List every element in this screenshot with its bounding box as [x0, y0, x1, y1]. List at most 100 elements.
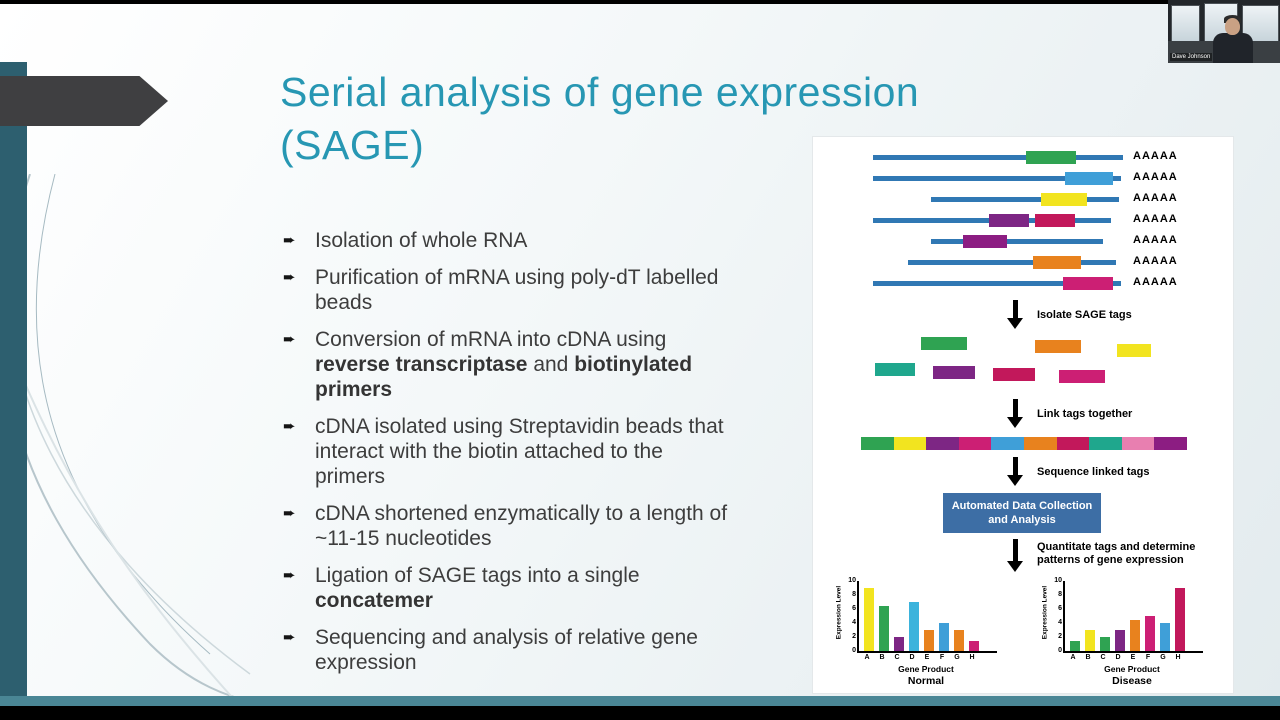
presenter-avatar: [1213, 33, 1253, 63]
category-label: C: [894, 654, 900, 661]
y-tick-label: 6: [852, 605, 856, 612]
chart-caption: Normal: [907, 675, 945, 687]
bar: [954, 630, 964, 651]
category-label: F: [939, 654, 945, 661]
x-axis-label: Gene Product: [1104, 664, 1160, 674]
bullet-item: ➨ Purification of mRNA using poly-dT labe…: [283, 265, 731, 315]
category-label: F: [1145, 654, 1151, 661]
poly-a-label: AAAAA: [1133, 150, 1178, 162]
mrna-line: [908, 260, 1116, 265]
bar: [969, 640, 979, 651]
bullet-item: ➨ cDNA isolated using Streptavidin beads …: [283, 414, 731, 489]
bars: [1065, 581, 1203, 651]
mrna-line: [873, 281, 1121, 286]
slide: Serial analysis of gene expression (SAGE…: [0, 4, 1280, 706]
concatemer-segment: [926, 437, 959, 450]
bullet-segment: cDNA shortened enzymatically to a length…: [315, 502, 728, 550]
category-label: B: [1085, 654, 1091, 661]
y-tick-label: 10: [1054, 577, 1062, 584]
bullet-text: Purification of mRNA using poly-dT label…: [315, 265, 731, 315]
sage-tag: [933, 366, 975, 379]
concatemer-segment: [1089, 437, 1122, 450]
category-label: E: [1130, 654, 1136, 661]
arrow-head: [1007, 561, 1023, 572]
bar: [1175, 588, 1185, 651]
bullet-arrow-icon: ➨: [283, 331, 296, 348]
bullet-item: ➨ Ligation of SAGE tags into a single con…: [283, 563, 731, 613]
analysis-box-line1: Automated Data Collection: [951, 499, 1093, 512]
arrow-shaft: [1012, 300, 1018, 318]
bullet-arrow-icon: ➨: [283, 232, 296, 249]
bullet-text: Sequencing and analysis of relative gene…: [315, 625, 731, 675]
category-label: D: [909, 654, 915, 661]
analysis-box-line2: and Analysis: [988, 514, 1056, 526]
sage-tag: [921, 337, 967, 350]
down-arrow-icon: [1007, 399, 1023, 428]
sage-tag: [1035, 214, 1075, 227]
corner-arrow-shape: [0, 76, 168, 126]
letterbox-bottom: [0, 706, 1280, 720]
webcam-overlay: Dave Johnson: [1168, 0, 1280, 63]
bullet-item: ➨ Conversion of mRNA into cDNA using reve…: [283, 327, 731, 402]
concatemer-segment: [1056, 437, 1090, 450]
down-arrow-icon: [1007, 300, 1023, 329]
concatemer-segment: [1121, 437, 1155, 450]
presenter-face: [1225, 18, 1240, 35]
bullet-segment: concatemer: [315, 589, 433, 612]
y-tick-label: 10: [848, 577, 856, 584]
category-label: G: [1160, 654, 1166, 661]
chart-caption: Disease: [1112, 675, 1152, 687]
mrna-rows: AAAAA AAAAA AAAAA AAAAA AAAAA AAAAA AAAAA: [813, 147, 1233, 294]
concatemer-bar: [861, 437, 1187, 450]
bullet-text: Isolation of whole RNA: [315, 228, 527, 253]
bullet-item: ➨ Isolation of whole RNA: [283, 228, 731, 253]
bullet-item: ➨ Sequencing and analysis of relative gen…: [283, 625, 731, 675]
poly-a-label: AAAAA: [1133, 255, 1178, 267]
y-tick-label: 4: [1058, 619, 1062, 626]
bullet-segment: biotinylated primers: [315, 353, 693, 401]
slide-title-line1: Serial analysis of gene expression: [280, 69, 920, 115]
bullet-segment: reverse transcriptase: [315, 353, 528, 376]
bar-chart: Expression Level 0 2 4 6 8 10 A B C D E F G H Gene Prod…: [1031, 577, 1221, 691]
sage-tag: [1063, 277, 1113, 290]
mrna-line: [873, 176, 1121, 181]
y-tick-label: 2: [1058, 633, 1062, 640]
bullet-text: Conversion of mRNA into cDNA using rever…: [315, 327, 731, 402]
x-axis-label: Gene Product: [898, 664, 954, 674]
sage-diagram: AAAAA AAAAA AAAAA AAAAA AAAAA AAAAA AAAAA Isol…: [812, 136, 1234, 694]
mrna-row: AAAAA: [813, 252, 1233, 273]
y-tick-label: 0: [852, 647, 856, 654]
concatemer-segment: [958, 437, 992, 450]
swoosh-line: [2, 174, 271, 706]
bullet-segment: Conversion of mRNA into cDNA using: [315, 328, 667, 351]
sage-tag: [1117, 344, 1151, 357]
concatemer-segment: [861, 437, 894, 450]
bar: [1100, 637, 1110, 651]
mrna-row: AAAAA: [813, 231, 1233, 252]
arrow-shaft: [1012, 399, 1018, 417]
concatemer-segment: [1154, 437, 1187, 450]
category-label: D: [1115, 654, 1121, 661]
plot-area: 0 2 4 6 8 10: [848, 577, 997, 654]
y-tick-label: 2: [852, 633, 856, 640]
slide-title: Serial analysis of gene expression (SAGE…: [280, 66, 1110, 173]
category-labels: A B C D E F G H: [857, 654, 1000, 661]
bar: [909, 602, 919, 651]
bullet-segment: Isolation of whole RNA: [315, 229, 528, 252]
step-label-link: Link tags together: [1037, 408, 1133, 420]
bullet-arrow-icon: ➨: [283, 505, 296, 522]
category-label: A: [1070, 654, 1076, 661]
step-label-quantitate-line1: Quantitate tags and determine: [1037, 541, 1196, 553]
mrna-row: AAAAA: [813, 273, 1233, 294]
sage-tag: [993, 368, 1035, 381]
y-tick-label: 6: [1058, 605, 1062, 612]
mrna-line: [931, 197, 1119, 202]
bar: [1115, 630, 1125, 651]
sage-tag: [1041, 193, 1087, 206]
category-label: C: [1100, 654, 1106, 661]
bullet-segment: Sequencing and analysis of relative gene…: [315, 626, 698, 674]
y-tick-label: 0: [1058, 647, 1062, 654]
concatemer-segment: [893, 437, 927, 450]
poly-a-label: AAAAA: [1133, 192, 1178, 204]
down-arrow-icon: [1007, 539, 1023, 572]
